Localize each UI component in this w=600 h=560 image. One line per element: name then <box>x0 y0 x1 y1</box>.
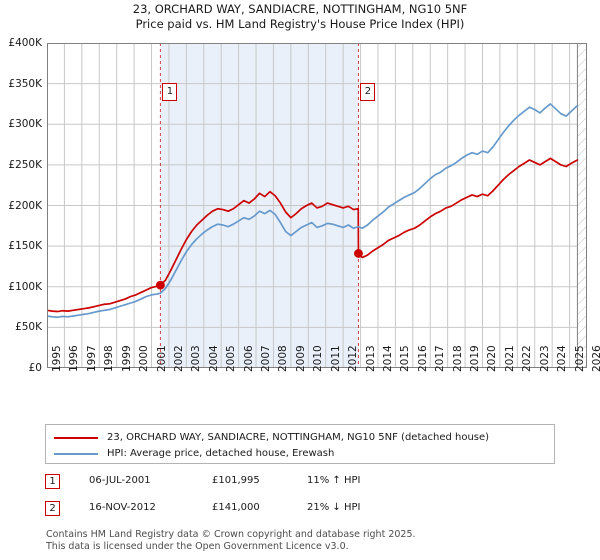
chart-title-line1: 23, ORCHARD WAY, SANDIACRE, NOTTINGHAM, … <box>132 2 468 16</box>
plot-area <box>47 43 587 368</box>
chart-title: 23, ORCHARD WAY, SANDIACRE, NOTTINGHAM, … <box>0 2 600 32</box>
x-tick-label: 1998 <box>103 345 116 372</box>
x-tick-label: 2015 <box>399 345 412 372</box>
x-tick-label: 2005 <box>225 345 238 372</box>
legend-label-hpi: HPI: Average price, detached house, Erew… <box>107 448 335 459</box>
x-tick-label: 2020 <box>486 345 499 372</box>
plot-marker-badge-2: 2 <box>360 83 376 101</box>
x-tick-label: 2009 <box>294 345 307 372</box>
plot-frame <box>47 43 587 368</box>
x-tick-label: 1995 <box>51 345 63 372</box>
x-tick-label: 2018 <box>451 345 464 372</box>
x-tick-label: 2026 <box>591 345 600 372</box>
legend-swatch-price-paid <box>54 436 98 439</box>
transaction-price-1: £101,995 <box>212 475 260 486</box>
transaction-badge-1: 1 <box>45 474 60 489</box>
x-tick-label: 1996 <box>68 345 81 372</box>
y-tick-label: £150K <box>8 240 42 253</box>
x-tick-label: 2000 <box>138 345 151 372</box>
x-tick-label: 2021 <box>503 345 516 372</box>
x-tick-label: 1999 <box>120 345 133 372</box>
x-tick-label: 2016 <box>416 345 429 372</box>
y-tick-label: £300K <box>8 118 42 131</box>
transaction-markers <box>156 249 363 290</box>
y-tick-label: £250K <box>8 158 42 171</box>
transaction-price-2: £141,000 <box>212 502 260 513</box>
transaction-hpi-1: 11% ↑ HPI <box>307 475 361 486</box>
x-tick-label: 2019 <box>469 345 482 372</box>
footer-line2: This data is licensed under the Open Gov… <box>46 540 349 552</box>
y-tick-label: £100K <box>8 280 42 293</box>
chart-title-line2: Price paid vs. HM Land Registry's House … <box>135 17 465 31</box>
y-tick-label: £400K <box>8 37 42 49</box>
legend-item-price-paid: 23, ORCHARD WAY, SANDIACRE, NOTTINGHAM, … <box>54 429 489 446</box>
transaction-date-1: 06-JUL-2001 <box>89 475 151 486</box>
x-tick-label: 2004 <box>207 345 220 372</box>
x-tick-label: 2014 <box>381 345 394 372</box>
legend-swatch-hpi <box>54 452 98 455</box>
transaction-vlines <box>159 43 359 368</box>
x-tick-label: 2011 <box>329 345 342 372</box>
future-hatch-region <box>576 43 587 368</box>
plot-marker-badge-1: 1 <box>162 83 178 101</box>
x-tick-label: 2010 <box>312 345 325 372</box>
y-tick-label: £350K <box>8 77 42 90</box>
y-tick-label: £0 <box>28 362 42 374</box>
x-tick-label: 2017 <box>434 345 447 372</box>
y-tick-label: £50K <box>15 321 42 334</box>
y-axis-labels: £0 £50K £100K £150K £200K £250K £300K £350K £400… <box>0 37 45 374</box>
x-tick-label: 2012 <box>347 345 360 372</box>
x-tick-label: 2006 <box>242 345 255 372</box>
x-tick-label: 2007 <box>260 345 273 372</box>
plot-svg <box>47 43 587 368</box>
footer-line1: Contains HM Land Registry data © Crown c… <box>46 529 416 540</box>
chart-legend: 23, ORCHARD WAY, SANDIACRE, NOTTINGHAM, … <box>45 424 555 464</box>
x-tick-label: 2013 <box>364 345 377 372</box>
x-tick-label: 2002 <box>172 345 185 372</box>
legend-item-hpi: HPI: Average price, detached house, Erew… <box>54 445 334 462</box>
x-tick-label: 1997 <box>85 345 98 372</box>
x-tick-label: 2008 <box>277 345 290 372</box>
chart-footer: Contains HM Land Registry data © Crown c… <box>46 529 586 552</box>
x-tick-label: 2023 <box>538 345 551 372</box>
transaction-date-2: 16-NOV-2012 <box>89 502 156 513</box>
y-tick-label: £200K <box>8 199 42 212</box>
legend-label-price-paid: 23, ORCHARD WAY, SANDIACRE, NOTTINGHAM, … <box>107 432 490 443</box>
x-tick-label: 2025 <box>573 345 586 372</box>
data-series <box>47 103 579 319</box>
transaction-hpi-2: 21% ↓ HPI <box>307 502 361 513</box>
x-tick-label: 2001 <box>155 345 168 372</box>
x-tick-label: 2003 <box>190 345 203 372</box>
x-tick-label: 2022 <box>521 345 534 372</box>
x-tick-label: 2024 <box>556 345 569 372</box>
x-axis-labels: 1995 1996 1997 1998 1999 2000 2001 2002 2003 2004… <box>47 345 600 432</box>
transaction-badge-2: 2 <box>45 501 60 516</box>
